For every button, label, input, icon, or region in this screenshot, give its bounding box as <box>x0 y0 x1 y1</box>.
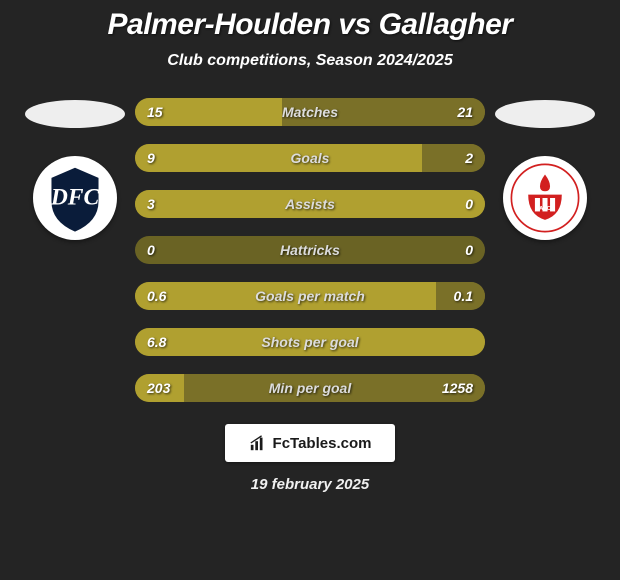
stat-label: Assists <box>285 196 335 212</box>
stat-value-right: 21 <box>457 104 473 120</box>
stat-value-right: 2 <box>465 150 473 166</box>
club-crest-left-icon: DFC <box>33 156 117 240</box>
stat-row: 15 21 Matches <box>135 98 485 126</box>
page-title: Palmer-Houlden vs Gallagher <box>108 8 513 42</box>
stat-value-right: 1258 <box>442 380 473 396</box>
stat-value-left: 3 <box>147 196 155 212</box>
stat-row: 3 0 Assists <box>135 190 485 218</box>
stat-value-right: 0.1 <box>454 288 473 304</box>
stat-bar-left <box>135 144 422 172</box>
stat-value-left: 6.8 <box>147 334 166 350</box>
player-left-avatar-placeholder <box>25 100 125 128</box>
stat-row: 0.6 0.1 Goals per match <box>135 282 485 310</box>
club-crest-right-icon: AFC <box>503 156 587 240</box>
date-text: 19 february 2025 <box>251 476 369 493</box>
stat-label: Min per goal <box>269 380 351 396</box>
club-crest-left: DFC <box>33 156 117 240</box>
left-player-column: DFC <box>15 98 135 240</box>
stat-label: Matches <box>282 104 338 120</box>
source-badge: FcTables.com <box>225 424 395 462</box>
stat-label: Shots per goal <box>261 334 358 350</box>
chart-icon <box>249 434 267 452</box>
player-right-avatar-placeholder <box>495 100 595 128</box>
source-badge-text: FcTables.com <box>273 435 372 452</box>
stat-value-left: 15 <box>147 104 163 120</box>
stat-value-right: 0 <box>465 196 473 212</box>
stat-label: Goals per match <box>255 288 365 304</box>
stat-value-right: 0 <box>465 242 473 258</box>
stats-bars: 15 21 Matches 9 2 Goals 3 0 Assists 0 0 Hattricks 0.… <box>135 98 485 402</box>
page-subtitle: Club competitions, Season 2024/2025 <box>167 52 452 70</box>
comparison-infographic: Palmer-Houlden vs Gallagher Club competi… <box>0 0 620 580</box>
stat-label: Goals <box>291 150 330 166</box>
stat-value-left: 0.6 <box>147 288 166 304</box>
stat-row: 203 1258 Min per goal <box>135 374 485 402</box>
stat-value-left: 9 <box>147 150 155 166</box>
svg-text:DFC: DFC <box>50 185 100 211</box>
stat-row: 0 0 Hattricks <box>135 236 485 264</box>
stat-label: Hattricks <box>280 242 340 258</box>
right-player-column: AFC <box>485 98 605 240</box>
svg-text:AFC: AFC <box>539 206 552 212</box>
stat-row: 6.8 Shots per goal <box>135 328 485 356</box>
stat-row: 9 2 Goals <box>135 144 485 172</box>
stat-value-left: 203 <box>147 380 170 396</box>
club-crest-right: AFC <box>503 156 587 240</box>
stat-value-left: 0 <box>147 242 155 258</box>
stat-bar-right <box>422 144 485 172</box>
main-row: DFC 15 21 Matches 9 2 Goals 3 0 Assists 0 0 Hattric… <box>0 98 620 402</box>
